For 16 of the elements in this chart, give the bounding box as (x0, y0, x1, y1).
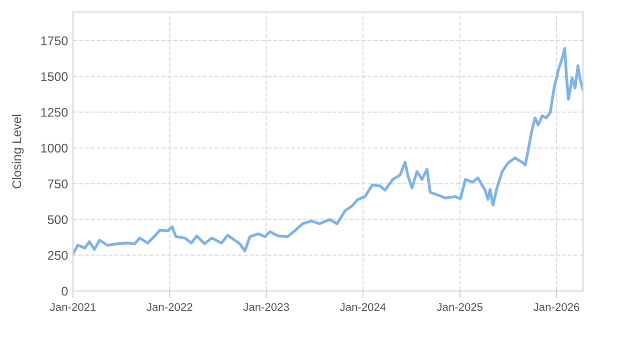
x-tick-label: Jan-2022 (146, 303, 192, 311)
y-tick-label: 1500 (41, 72, 68, 82)
y-tick-label: 250 (48, 251, 68, 260)
line-series (73, 47, 583, 256)
y-tick-label: 1750 (41, 36, 68, 46)
x-tick-label: Jan-2025 (436, 303, 483, 311)
y-axis-title: Closing Level (12, 114, 24, 188)
y-tick-label: 1250 (41, 108, 68, 117)
y-tick-label: 1000 (41, 144, 68, 153)
x-tick-label: Jan-2021 (50, 303, 96, 311)
x-tick-label: Jan-2026 (534, 303, 580, 311)
x-tick-label: Jan-2023 (243, 303, 289, 311)
y-tick-label: 750 (48, 179, 68, 188)
y-tick-label: 500 (48, 215, 68, 224)
y-tick-label: 0 (62, 286, 68, 296)
x-tick-label: Jan-2024 (340, 303, 386, 311)
